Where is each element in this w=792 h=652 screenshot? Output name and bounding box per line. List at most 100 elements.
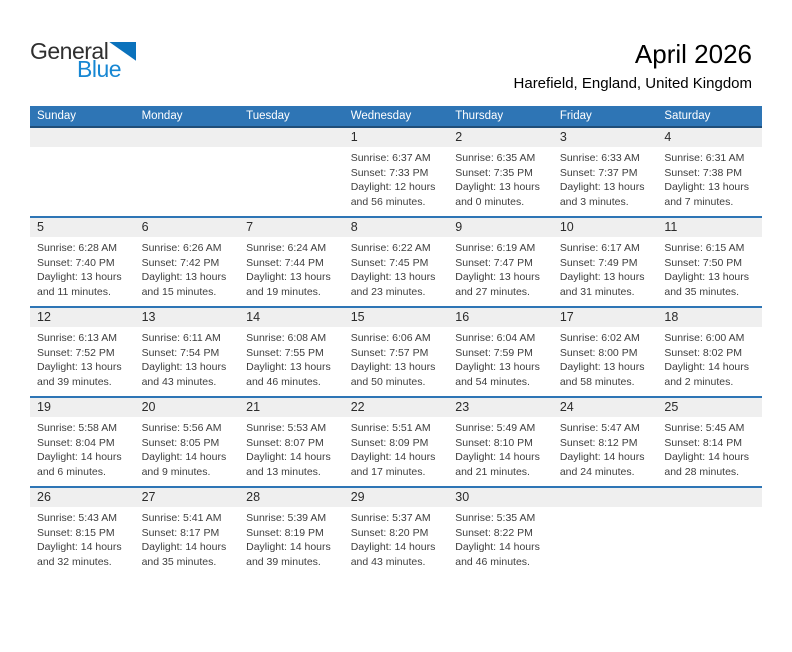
sunset-text: Sunset: 7:38 PM	[664, 166, 743, 179]
daylight-text: Daylight: 12 hours and 56 minutes.	[350, 181, 436, 208]
day-cell: 5 Sunrise: 6:28 AM Sunset: 7:40 PM Daylight…	[30, 216, 135, 307]
sunset-text: Sunset: 8:22 PM	[455, 526, 533, 539]
sunrise-text: Sunrise: 5:47 AM	[559, 422, 640, 434]
sunset-text: Sunset: 7:42 PM	[141, 256, 220, 269]
sunrise-text: Sunrise: 6:31 AM	[664, 152, 745, 164]
day-number: 7	[246, 220, 254, 234]
day-cell: 24 Sunrise: 5:47 AM Sunset: 8:12 PM Dayligh…	[552, 396, 658, 487]
day-cell: 1 Sunrise: 6:37 AM Sunset: 7:33 PM Daylight…	[343, 126, 449, 217]
day-cell: 10 Sunrise: 6:17 AM Sunset: 7:49 PM Dayligh…	[552, 216, 658, 307]
daylight-text: Daylight: 14 hours and 9 minutes.	[141, 451, 227, 478]
day-cell: 19 Sunrise: 5:58 AM Sunset: 8:04 PM Dayligh…	[30, 396, 135, 487]
day-details: Sunrise: 6:15 AM Sunset: 7:50 PM Daylight:…	[657, 237, 762, 299]
daylight-text: Daylight: 13 hours and 23 minutes.	[350, 271, 436, 298]
day-details: Sunrise: 5:35 AM Sunset: 8:22 PM Daylight:…	[448, 507, 553, 569]
day-number: 20	[141, 400, 156, 414]
daylight-text: Daylight: 14 hours and 21 minutes.	[455, 451, 540, 478]
day-cell: 6 Sunrise: 6:26 AM Sunset: 7:42 PM Daylight…	[134, 216, 240, 307]
day-cell: 28 Sunrise: 5:39 AM Sunset: 8:19 PM Dayligh…	[239, 486, 344, 576]
day-number: 12	[37, 310, 51, 324]
sunset-text: Sunset: 8:05 PM	[141, 436, 220, 449]
sunrise-text: Sunrise: 6:08 AM	[246, 332, 327, 344]
logo-text-blue: Blue	[77, 56, 122, 82]
day-number: 30	[455, 490, 470, 504]
daylight-text: Daylight: 14 hours and 28 minutes.	[664, 451, 750, 478]
day-details: Sunrise: 6:22 AM Sunset: 7:45 PM Daylight:…	[344, 237, 449, 299]
day-number-band: 18	[657, 308, 762, 327]
sunset-text: Sunset: 8:17 PM	[141, 526, 220, 539]
week-row: 1 Sunrise: 6:37 AM Sunset: 7:33 PM Daylight…	[30, 126, 762, 217]
sunset-text: Sunset: 7:59 PM	[455, 346, 533, 359]
day-details: Sunrise: 5:37 AM Sunset: 8:20 PM Daylight:…	[344, 507, 449, 569]
sunset-text: Sunset: 7:50 PM	[664, 256, 743, 269]
day-cell: 8 Sunrise: 6:22 AM Sunset: 7:45 PM Daylight…	[343, 216, 449, 307]
daylight-text: Daylight: 14 hours and 17 minutes.	[350, 451, 436, 478]
sunrise-text: Sunrise: 5:41 AM	[141, 512, 222, 524]
day-number-band: 10	[552, 218, 658, 237]
day-cell: 27 Sunrise: 5:41 AM Sunset: 8:17 PM Dayligh…	[134, 486, 240, 576]
sunrise-text: Sunrise: 6:33 AM	[559, 152, 640, 164]
day-number: 2	[455, 130, 463, 144]
sunset-text: Sunset: 7:52 PM	[37, 346, 115, 359]
day-number: 17	[559, 310, 574, 324]
day-number-band: 16	[448, 308, 553, 327]
day-number: 18	[664, 310, 679, 324]
day-details: Sunrise: 5:53 AM Sunset: 8:07 PM Daylight:…	[239, 417, 344, 479]
day-number: 24	[559, 400, 574, 414]
day-details: Sunrise: 6:11 AM Sunset: 7:54 PM Daylight:…	[135, 327, 240, 389]
sunset-text: Sunset: 7:45 PM	[350, 256, 429, 269]
weekday-header-sunday: Sunday	[30, 106, 135, 127]
sunrise-text: Sunrise: 6:02 AM	[559, 332, 640, 344]
day-number: 28	[246, 490, 261, 504]
day-number-band: 22	[343, 398, 449, 417]
day-number: 9	[455, 220, 463, 234]
sunrise-text: Sunrise: 6:22 AM	[350, 242, 431, 254]
day-number: 16	[455, 310, 470, 324]
day-number-band: 23	[448, 398, 553, 417]
day-details: Sunrise: 6:24 AM Sunset: 7:44 PM Daylight:…	[239, 237, 344, 299]
day-number-band: 24	[552, 398, 658, 417]
day-number: 27	[141, 490, 156, 504]
day-number-band: 27	[134, 488, 240, 507]
logo-text-general: General	[30, 38, 109, 64]
day-number: 22	[350, 400, 365, 414]
daylight-text: Daylight: 14 hours and 24 minutes.	[559, 451, 645, 478]
day-number-band: 17	[552, 308, 658, 327]
sunrise-text: Sunrise: 6:26 AM	[141, 242, 222, 254]
weekday-header-wednesday: Wednesday	[343, 106, 449, 127]
sunrise-text: Sunrise: 6:24 AM	[246, 242, 327, 254]
weekday-header-thursday: Thursday	[448, 106, 553, 127]
daylight-text: Daylight: 13 hours and 27 minutes.	[455, 271, 540, 298]
day-cell: 18 Sunrise: 6:00 AM Sunset: 8:02 PM Dayligh…	[657, 306, 762, 397]
calendar-body: 1 Sunrise: 6:37 AM Sunset: 7:33 PM Daylight…	[30, 126, 762, 576]
day-number: 29	[350, 490, 365, 504]
daylight-text: Daylight: 13 hours and 43 minutes.	[141, 361, 227, 388]
day-number-band: 6	[134, 218, 240, 237]
day-number-band	[657, 488, 762, 507]
sunset-text: Sunset: 8:15 PM	[37, 526, 115, 539]
empty-day-cell	[657, 486, 762, 576]
day-cell: 29 Sunrise: 5:37 AM Sunset: 8:20 PM Dayligh…	[343, 486, 449, 576]
daylight-text: Daylight: 14 hours and 43 minutes.	[350, 541, 436, 568]
day-number: 10	[559, 220, 574, 234]
sunrise-text: Sunrise: 6:04 AM	[455, 332, 536, 344]
day-cell: 9 Sunrise: 6:19 AM Sunset: 7:47 PM Daylight…	[448, 216, 553, 307]
weekday-header-tuesday: Tuesday	[239, 106, 344, 127]
day-details: Sunrise: 5:47 AM Sunset: 8:12 PM Daylight:…	[553, 417, 658, 479]
day-number-band: 12	[30, 308, 135, 327]
empty-day-cell	[30, 126, 135, 217]
sunrise-text: Sunrise: 5:53 AM	[246, 422, 327, 434]
day-details: Sunrise: 6:33 AM Sunset: 7:37 PM Daylight:…	[553, 147, 658, 209]
sunrise-text: Sunrise: 5:49 AM	[455, 422, 536, 434]
sunset-text: Sunset: 7:40 PM	[37, 256, 115, 269]
day-details: Sunrise: 6:17 AM Sunset: 7:49 PM Daylight:…	[553, 237, 658, 299]
day-details: Sunrise: 6:13 AM Sunset: 7:52 PM Daylight:…	[30, 327, 135, 389]
day-number: 1	[350, 130, 358, 144]
page-subtitle: Harefield, England, United Kingdom	[513, 75, 752, 92]
daylight-text: Daylight: 13 hours and 3 minutes.	[559, 181, 645, 208]
week-row: 26 Sunrise: 5:43 AM Sunset: 8:15 PM Dayligh…	[30, 486, 762, 576]
sunrise-text: Sunrise: 5:56 AM	[141, 422, 222, 434]
day-number-band: 11	[657, 218, 762, 237]
sunrise-text: Sunrise: 6:28 AM	[37, 242, 117, 254]
daylight-text: Daylight: 14 hours and 13 minutes.	[246, 451, 331, 478]
